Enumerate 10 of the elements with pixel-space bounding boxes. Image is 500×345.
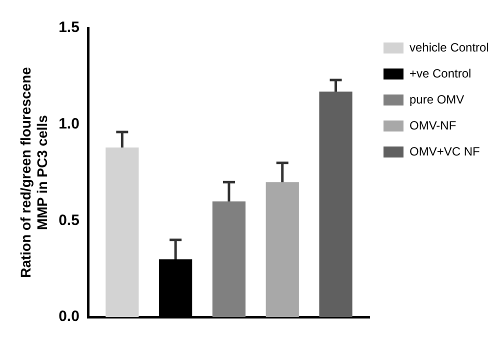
y-tick-label: 1.5 <box>58 19 80 36</box>
legend-label: pure OMV <box>410 92 464 106</box>
y-tick-label: 0.0 <box>58 308 80 326</box>
y-tick-label: 1.0 <box>58 115 80 132</box>
legend-label: +ve Control <box>410 66 472 80</box>
y-tick-label: 0.5 <box>58 212 80 229</box>
legend-label: OMV-NF <box>410 118 456 132</box>
legend-label: vehicle Control <box>410 40 489 54</box>
y-axis-title: Ration of red/green flourescene MMP in PC3 cells <box>17 66 50 278</box>
legend-label: OMV+VC NF <box>410 144 480 158</box>
